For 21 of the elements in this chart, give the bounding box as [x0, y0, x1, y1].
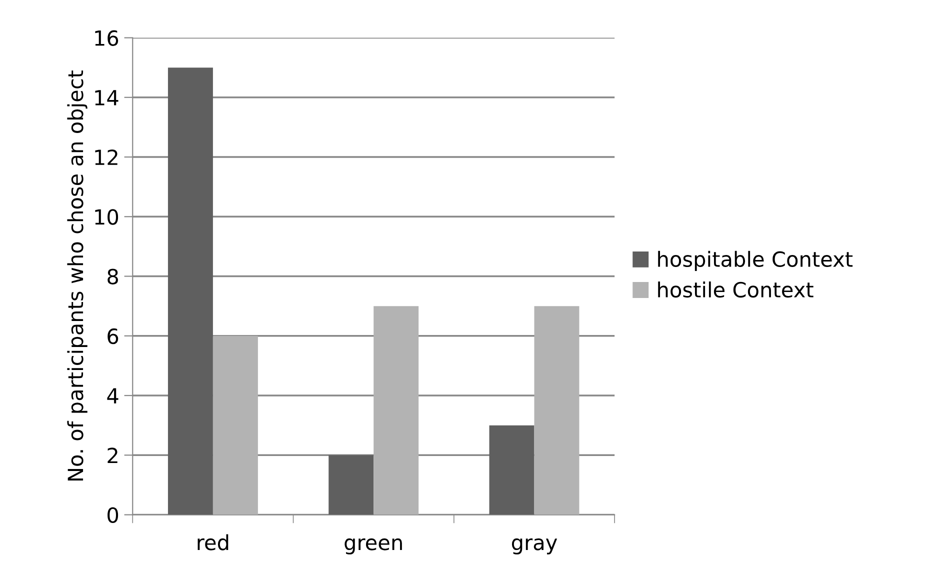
y-tick-label: 2 — [108, 448, 118, 464]
bar — [212, 336, 258, 515]
bar — [374, 306, 419, 515]
bar — [328, 455, 374, 515]
y-tick-label: 10 — [95, 209, 118, 225]
bar — [534, 306, 580, 515]
y-tick-label: 14 — [95, 90, 118, 106]
x-tick-label: green — [344, 538, 402, 554]
legend-label: hostile Context — [658, 281, 814, 298]
bar — [489, 425, 534, 515]
y-tick-label: 12 — [95, 149, 118, 165]
x-tick-label: gray — [512, 538, 558, 554]
bar — [168, 68, 213, 515]
y-axis-title: No. of participants who chose an object — [67, 70, 88, 481]
y-tick-label: 4 — [107, 388, 118, 404]
y-tick-label: 0 — [108, 507, 118, 523]
y-tick-label: 8 — [108, 268, 118, 284]
x-tick-label: red — [198, 534, 228, 550]
y-tick-label: 6 — [108, 328, 118, 344]
legend-label: hospitable Context — [658, 250, 853, 272]
y-tick-label: 16 — [95, 30, 118, 46]
